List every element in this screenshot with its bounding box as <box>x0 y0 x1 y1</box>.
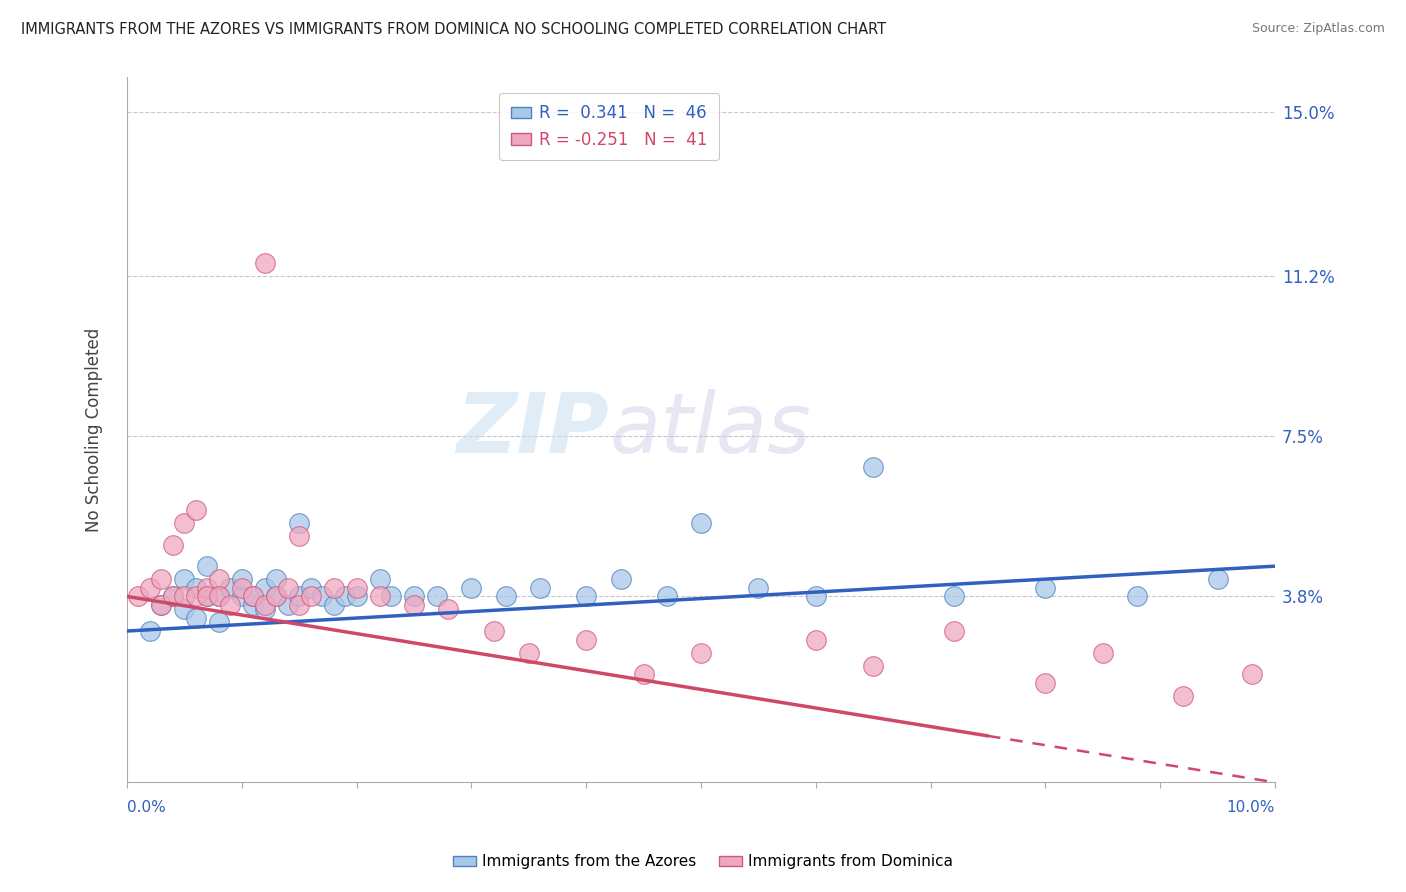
Point <box>655 590 678 604</box>
Point <box>195 590 218 604</box>
Point <box>288 516 311 530</box>
Point <box>173 572 195 586</box>
Point <box>402 590 425 604</box>
Point <box>231 572 253 586</box>
Y-axis label: No Schooling Completed: No Schooling Completed <box>86 327 103 532</box>
Text: Source: ZipAtlas.com: Source: ZipAtlas.com <box>1251 22 1385 36</box>
Point <box>380 590 402 604</box>
Point <box>277 581 299 595</box>
Point <box>862 459 884 474</box>
Point <box>184 503 207 517</box>
Point <box>150 598 173 612</box>
Point <box>242 590 264 604</box>
Text: atlas: atlas <box>609 390 811 470</box>
Point <box>368 590 391 604</box>
Point <box>1173 689 1195 703</box>
Point <box>150 572 173 586</box>
Point <box>299 590 322 604</box>
Point <box>195 559 218 574</box>
Point <box>242 598 264 612</box>
Text: 10.0%: 10.0% <box>1226 800 1275 815</box>
Point <box>253 256 276 270</box>
Point <box>690 516 713 530</box>
Point <box>277 598 299 612</box>
Point <box>804 632 827 647</box>
Point <box>208 590 231 604</box>
Point <box>264 572 287 586</box>
Point <box>1206 572 1229 586</box>
Point <box>264 590 287 604</box>
Point <box>162 537 184 551</box>
Point <box>219 598 242 612</box>
Point <box>231 590 253 604</box>
Point <box>460 581 482 595</box>
Point <box>173 590 195 604</box>
Point <box>862 658 884 673</box>
Point <box>804 590 827 604</box>
Point <box>253 602 276 616</box>
Point <box>1241 667 1264 681</box>
Point <box>368 572 391 586</box>
Point <box>575 632 598 647</box>
Point <box>162 590 184 604</box>
Point <box>208 590 231 604</box>
Point <box>346 590 368 604</box>
Point <box>184 581 207 595</box>
Point <box>195 581 218 595</box>
Point <box>184 590 207 604</box>
Point <box>942 624 965 638</box>
Legend: Immigrants from the Azores, Immigrants from Dominica: Immigrants from the Azores, Immigrants f… <box>447 848 959 875</box>
Point <box>253 581 276 595</box>
Point <box>1035 676 1057 690</box>
Point <box>288 598 311 612</box>
Point <box>942 590 965 604</box>
Point <box>311 590 333 604</box>
Point <box>139 624 162 638</box>
Point <box>242 590 264 604</box>
Point <box>690 646 713 660</box>
Point <box>253 598 276 612</box>
Point <box>1126 590 1149 604</box>
Point <box>288 529 311 543</box>
Point <box>162 590 184 604</box>
Point <box>575 590 598 604</box>
Point <box>633 667 655 681</box>
Text: ZIP: ZIP <box>457 390 609 470</box>
Point <box>609 572 631 586</box>
Point <box>127 590 149 604</box>
Text: 0.0%: 0.0% <box>127 800 166 815</box>
Point <box>184 611 207 625</box>
Point <box>208 615 231 630</box>
Point <box>322 581 344 595</box>
Point <box>346 581 368 595</box>
Point <box>139 581 162 595</box>
Point <box>173 516 195 530</box>
Point <box>208 572 231 586</box>
Point <box>264 590 287 604</box>
Point <box>529 581 551 595</box>
Point <box>747 581 769 595</box>
Point <box>288 590 311 604</box>
Point <box>1035 581 1057 595</box>
Point <box>322 598 344 612</box>
Point <box>299 581 322 595</box>
Text: IMMIGRANTS FROM THE AZORES VS IMMIGRANTS FROM DOMINICA NO SCHOOLING COMPLETED CO: IMMIGRANTS FROM THE AZORES VS IMMIGRANTS… <box>21 22 886 37</box>
Point <box>495 590 517 604</box>
Point <box>150 598 173 612</box>
Point <box>1091 646 1114 660</box>
Point <box>426 590 449 604</box>
Point <box>333 590 356 604</box>
Legend: R =  0.341   N =  46, R = -0.251   N =  41: R = 0.341 N = 46, R = -0.251 N = 41 <box>499 93 718 161</box>
Point <box>517 646 540 660</box>
Point <box>195 590 218 604</box>
Point <box>231 581 253 595</box>
Point <box>173 602 195 616</box>
Point <box>437 602 460 616</box>
Point <box>402 598 425 612</box>
Point <box>484 624 506 638</box>
Point <box>219 581 242 595</box>
